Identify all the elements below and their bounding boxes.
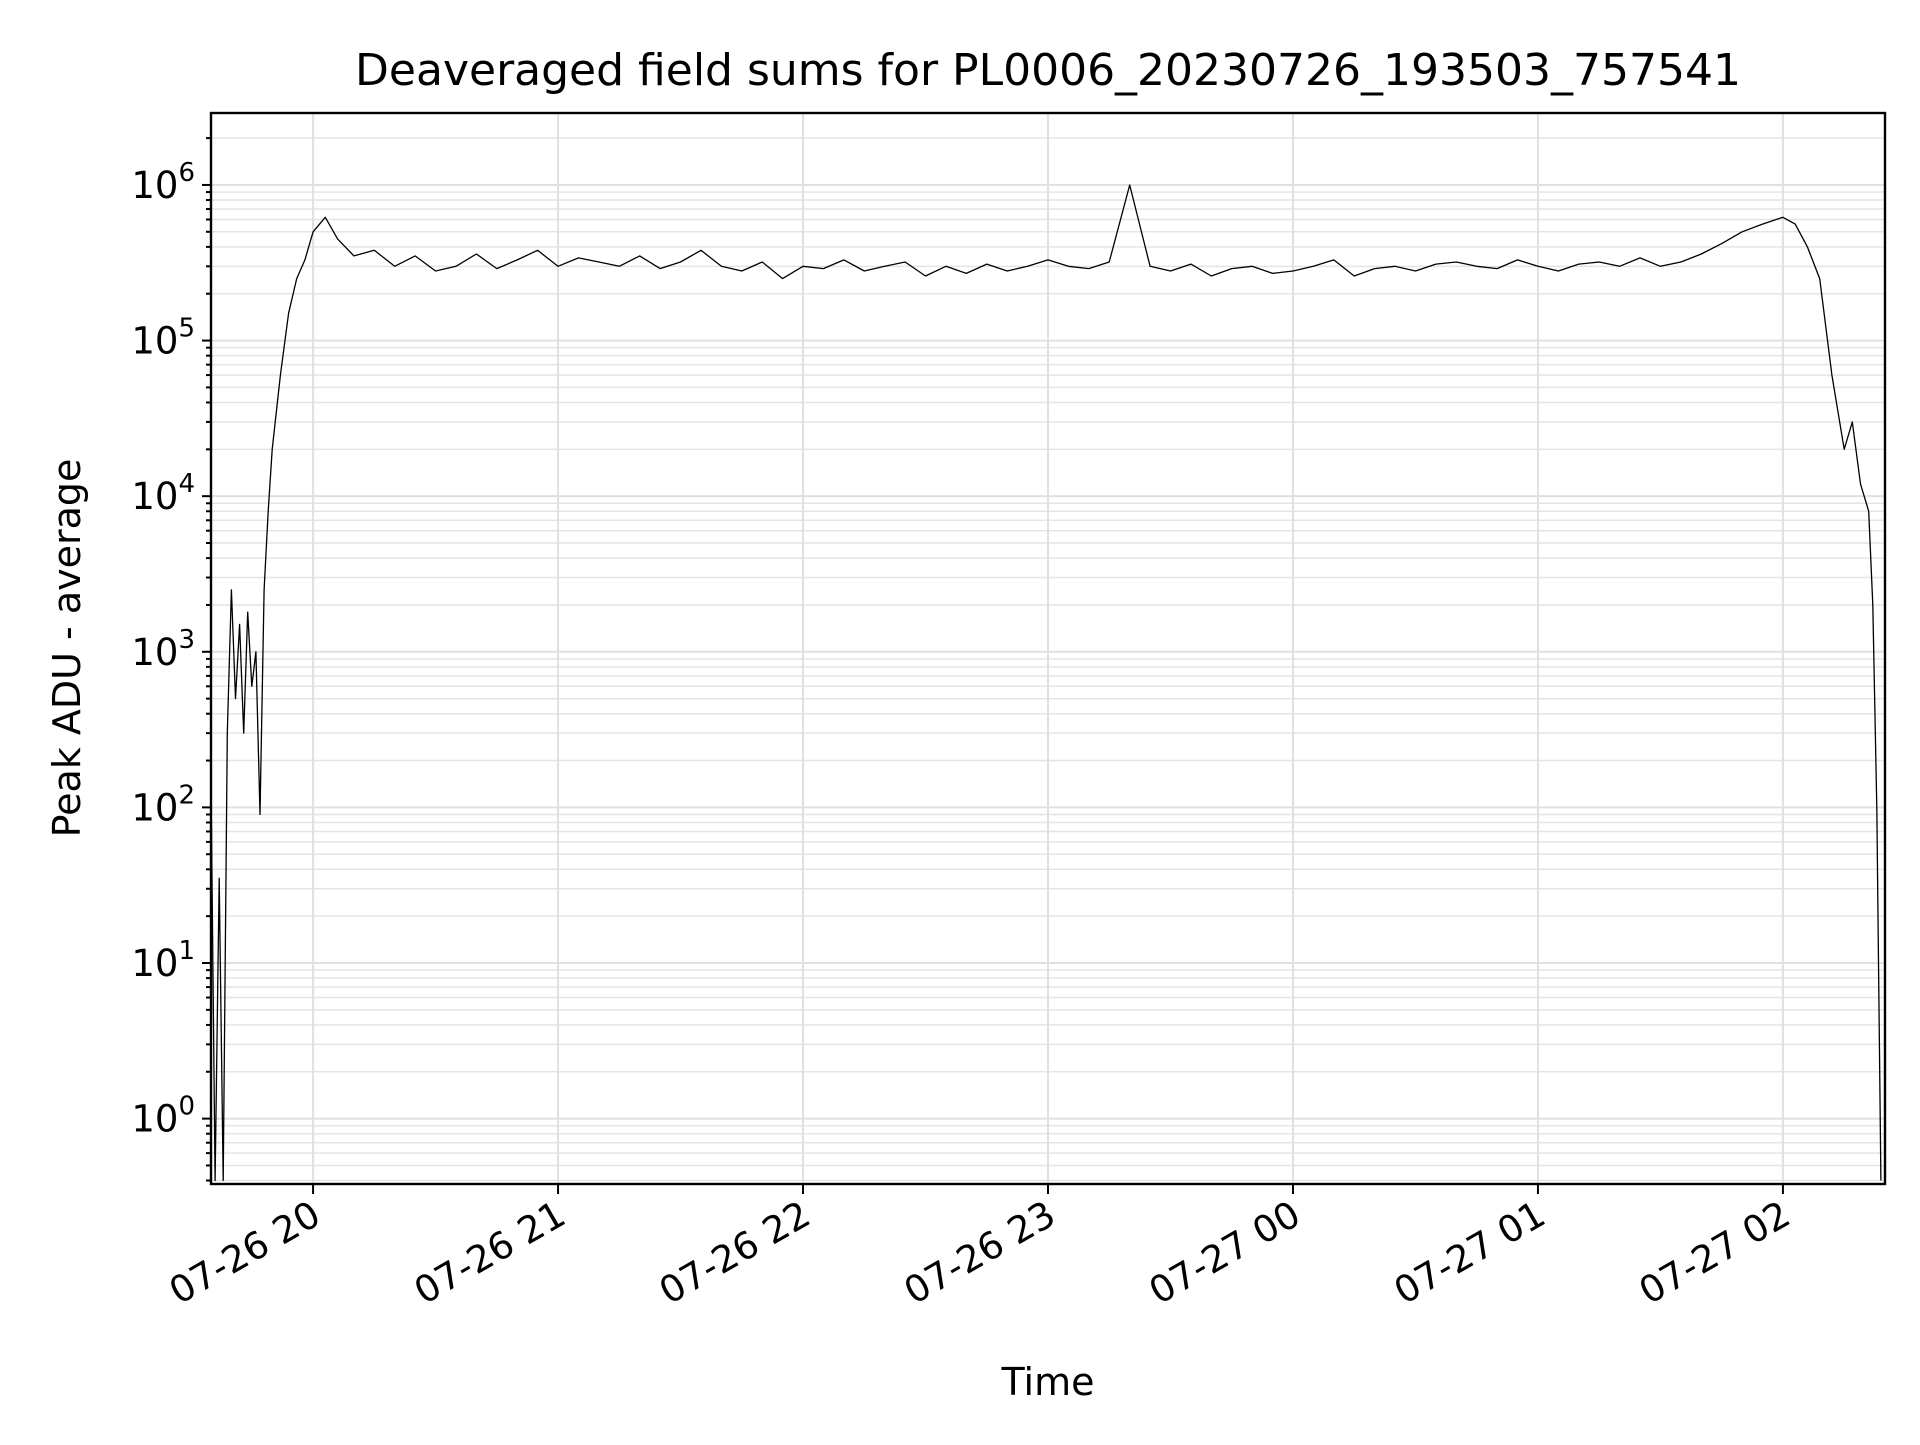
y-tick-label: 100 (131, 1092, 195, 1141)
y-axis-label: Peak ADU - average (45, 459, 89, 838)
grid (211, 113, 1885, 1184)
series-line (210, 184, 1882, 1182)
y-tick-label: 104 (131, 469, 195, 518)
series-layer (210, 184, 1882, 1182)
y-axis: 100 101 102 103 104 105 106 (131, 137, 211, 1182)
y-tick-label: 106 (131, 158, 195, 207)
x-axis-label: Time (1001, 1360, 1095, 1404)
y-tick-label: 102 (131, 780, 195, 829)
y-tick-label: 101 (131, 936, 195, 985)
chart-title: Deaveraged field sums for PL0006_2023072… (355, 45, 1741, 96)
y-tick-label: 103 (131, 625, 195, 674)
y-tick-label: 105 (131, 314, 195, 363)
